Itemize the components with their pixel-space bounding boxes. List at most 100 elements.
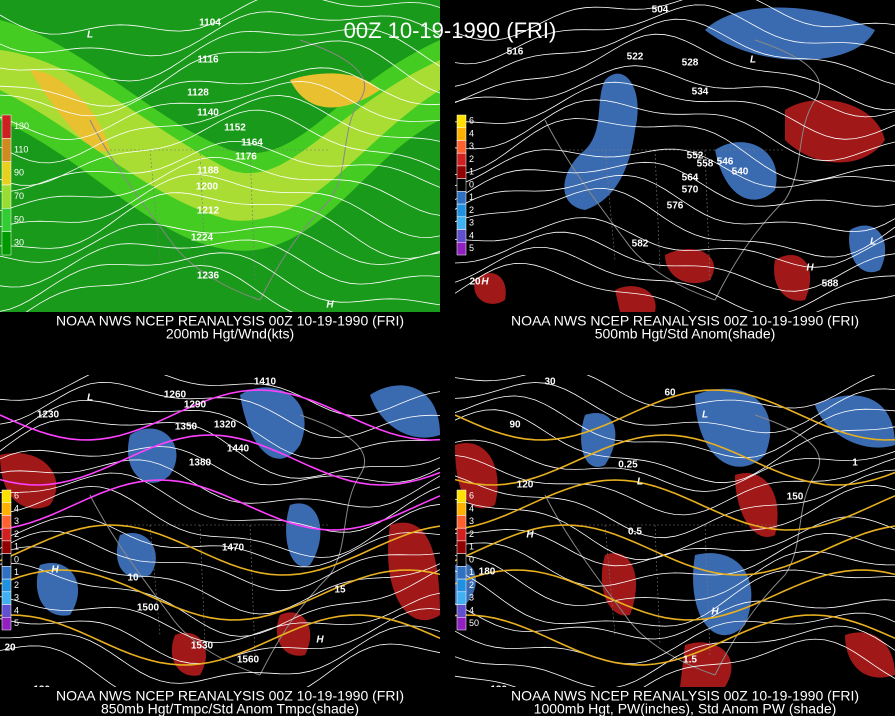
height-contour (0, 485, 440, 558)
contour-label: L (870, 237, 876, 248)
height-contour (455, 375, 876, 409)
contour-label: 1 (852, 458, 858, 469)
contour-label: 0.25 (618, 460, 638, 471)
panel-subtitle: 500mb Hgt/Std Anom(shade) (595, 326, 776, 342)
contour-label: 522 (627, 52, 644, 63)
height-contour (455, 599, 895, 640)
legend-swatch (456, 178, 467, 192)
anomaly-shade (693, 553, 752, 636)
anomaly-shade (815, 395, 895, 448)
height-contour (455, 469, 895, 539)
contour-label: L (637, 477, 643, 488)
legend-label: 1 (469, 192, 474, 202)
legend-swatch (456, 127, 467, 141)
legend-swatch (456, 165, 467, 179)
contour-label: 552 (687, 151, 704, 162)
contour-label: 1104 (199, 18, 221, 29)
height-contour (455, 188, 895, 258)
contour-label: 1410 (254, 377, 277, 388)
legend-swatch (1, 114, 12, 139)
map-panel: 1230126012901320135013801410144014701500… (0, 375, 440, 716)
secondary-contour (455, 569, 895, 621)
height-contour (455, 247, 895, 312)
map-panel: 3060901201501800.250.511.5HHLL-130643210… (455, 375, 895, 716)
height-contour (0, 141, 440, 193)
secondary-contour (455, 479, 895, 531)
legend-label: 2 (14, 529, 19, 539)
wind-band (0, 20, 440, 251)
height-contour (0, 0, 440, 35)
legend-swatch (1, 502, 12, 516)
anomaly-shade (785, 100, 885, 163)
legend-swatch (456, 191, 467, 205)
wind-core (290, 73, 380, 108)
legend-swatch (1, 604, 12, 618)
contour-label: 1530 (191, 641, 214, 652)
legend-label: 3 (469, 593, 474, 603)
contour-label: L (87, 30, 93, 41)
contour-label: L (702, 410, 708, 421)
contour-label: 1380 (189, 458, 212, 469)
legend-swatch (456, 540, 467, 554)
anomaly-shade (0, 453, 57, 509)
contour-label: 582 (632, 239, 649, 250)
legend-label: 1 (469, 567, 474, 577)
legend-swatch (1, 553, 12, 567)
legend-label: 6 (469, 491, 474, 501)
coastline (544, 414, 821, 676)
contour-label: L (750, 55, 756, 66)
legend-swatch (1, 208, 12, 232)
height-contour (0, 446, 440, 486)
anomaly-shade (370, 385, 440, 438)
anomaly-shade (388, 522, 440, 621)
contour-label: 60 (664, 388, 676, 399)
legend-swatch (456, 140, 467, 154)
borders (565, 524, 785, 656)
height-contour (455, 174, 895, 233)
secondary-contour (455, 524, 895, 576)
height-contour (0, 192, 440, 259)
contour-label: 10 (127, 573, 139, 584)
height-contour (455, 262, 895, 312)
height-contour (0, 239, 440, 288)
contour-label: 1470 (222, 543, 245, 554)
contour-label: 1500 (137, 603, 160, 614)
borders (565, 149, 785, 281)
map-area: 1104 1116 1128 1140 1152 1164 1176 1188 1200 1212… (0, 0, 440, 312)
secondary-contour (0, 614, 440, 666)
legend-label: 4 (469, 605, 474, 615)
contour-label: 90 (509, 420, 521, 431)
contour-label: 0.5 (628, 527, 642, 538)
anomaly-shade (715, 142, 777, 200)
height-contour (0, 400, 440, 459)
legend-swatch (1, 161, 12, 186)
height-contour (455, 231, 895, 292)
contour-label: 1320 (214, 420, 237, 431)
contour-label: 588 (822, 279, 839, 290)
anomaly-shade (128, 428, 177, 483)
contour-label: 1188 (197, 166, 219, 177)
legend-label: 90 (14, 168, 24, 178)
contour-label: 15 (334, 585, 346, 596)
contour-label: H (481, 277, 489, 288)
legend-label: 50 (14, 214, 24, 224)
contour-label: 1164 (241, 138, 263, 149)
height-contour (0, 157, 440, 216)
legend-label: 0 (469, 554, 474, 564)
height-contour (455, 4, 895, 65)
height-contour (0, 625, 440, 684)
contour-label: 120 (517, 480, 534, 491)
anomaly-shade (601, 553, 636, 616)
legend-swatch (1, 515, 12, 529)
contour-label: -130 (487, 685, 507, 696)
height-contour (455, 638, 895, 687)
contour-label: 1128 (187, 88, 209, 99)
legend-label: 3 (14, 593, 19, 603)
legend-label: 3 (469, 218, 474, 228)
legend-swatch (456, 114, 467, 128)
map-area: 1230126012901320135013801410144014701500… (0, 375, 440, 687)
height-contour (455, 612, 895, 665)
legend-label: 2 (469, 154, 474, 164)
height-contour (455, 533, 895, 587)
